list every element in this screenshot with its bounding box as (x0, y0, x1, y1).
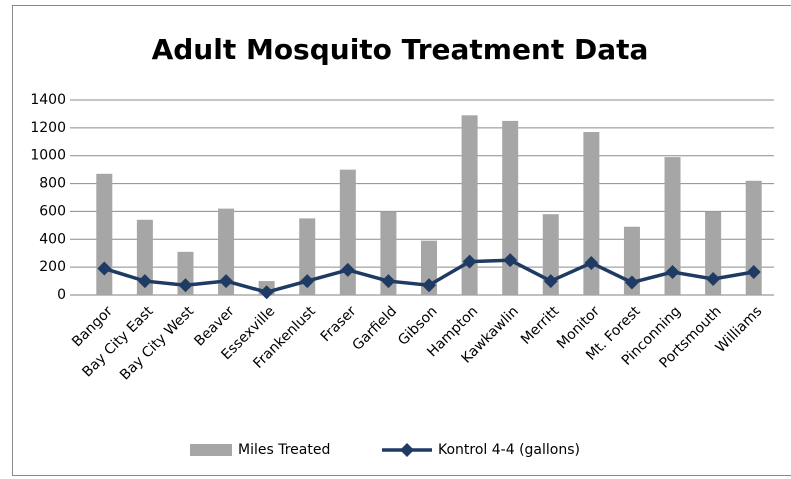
bar (218, 208, 235, 295)
y-tick-label: 400 (39, 231, 66, 247)
legend-swatch (190, 444, 232, 456)
marker (503, 253, 518, 268)
bar (339, 169, 356, 295)
bar (745, 180, 762, 295)
marker (381, 274, 396, 289)
marker (665, 265, 680, 280)
y-tick-label: 600 (39, 203, 66, 219)
marker (624, 275, 639, 290)
y-tick-label: 1200 (30, 120, 66, 136)
marker (746, 265, 761, 280)
y-tick-label: 0 (57, 287, 66, 303)
marker (706, 271, 721, 286)
legend-marker (400, 443, 414, 457)
marker (300, 274, 315, 289)
marker (462, 254, 477, 269)
bar (623, 226, 640, 295)
bar (461, 115, 478, 295)
bar (542, 214, 559, 295)
y-tick-label: 200 (39, 259, 66, 275)
bar (705, 211, 722, 295)
y-tick-label: 1400 (30, 92, 66, 108)
marker (584, 255, 599, 270)
bar (136, 219, 153, 295)
marker (543, 274, 558, 289)
legend-label: Kontrol 4-4 (gallons) (438, 442, 580, 458)
marker (219, 274, 234, 289)
marker (178, 278, 193, 293)
legend-label: Miles Treated (238, 442, 330, 458)
bar (502, 120, 519, 296)
chart-title: Adult Mosquito Treatment Data (152, 33, 649, 66)
marker (97, 261, 112, 276)
bar (299, 218, 316, 295)
bar (380, 211, 397, 295)
bar (664, 157, 681, 295)
marker (137, 274, 152, 289)
marker (422, 278, 436, 293)
bar (583, 132, 600, 295)
y-tick-label: 800 (39, 176, 66, 192)
y-tick-label: 1000 (30, 148, 66, 164)
bar (96, 173, 113, 295)
marker (340, 262, 355, 277)
marker (259, 285, 274, 300)
